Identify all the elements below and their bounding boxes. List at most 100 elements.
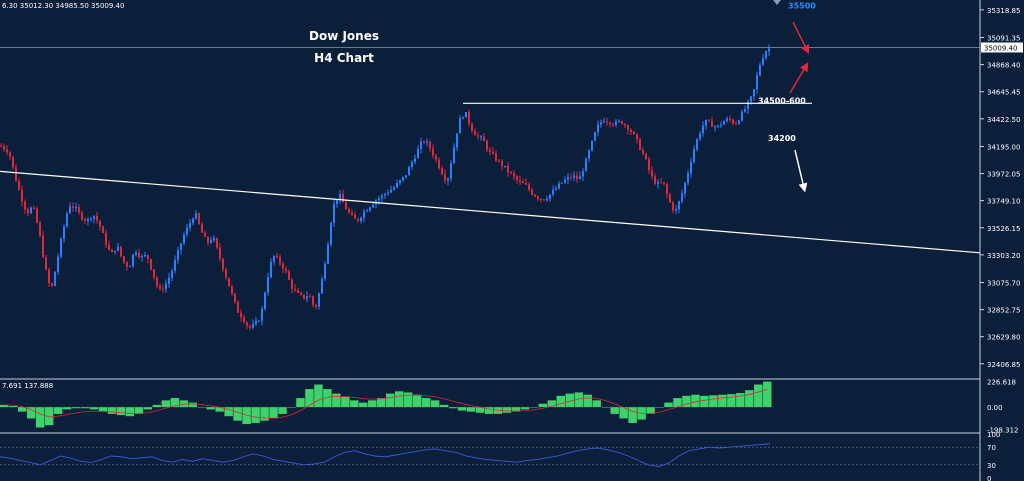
- candle-body: [735, 123, 737, 125]
- candle-body: [702, 125, 704, 134]
- candle-body: [429, 141, 431, 149]
- candle-body: [270, 261, 272, 278]
- histogram-bar: [736, 393, 745, 408]
- candle-body: [345, 202, 347, 210]
- rsi-y-tick-label: 30: [987, 462, 996, 470]
- histogram-bar: [475, 407, 485, 413]
- candle-body: [156, 277, 158, 286]
- candle-body: [381, 195, 383, 199]
- candle-body: [27, 209, 29, 214]
- candle-body: [615, 121, 617, 126]
- y-tick-label: 33749.10: [987, 198, 1020, 206]
- candle-body: [462, 117, 464, 119]
- candle-body: [588, 150, 590, 159]
- candle-body: [447, 178, 449, 181]
- histogram-bar: [44, 407, 54, 426]
- candle-body: [558, 183, 560, 189]
- candle-body: [696, 139, 698, 150]
- candle-body: [336, 200, 338, 204]
- candle-body: [288, 271, 290, 280]
- rsi-panel: 100 70 30 0: [0, 431, 1000, 481]
- candle-body: [708, 119, 710, 121]
- candle-body: [423, 141, 425, 143]
- candle-body: [75, 206, 77, 208]
- candle-body: [201, 223, 203, 233]
- candle-body: [654, 176, 656, 184]
- histogram-bar: [251, 407, 260, 423]
- candle-body: [432, 148, 434, 156]
- candle-body: [12, 156, 14, 168]
- histogram-bar: [430, 400, 440, 408]
- candle-body: [366, 210, 368, 212]
- histogram-bar: [152, 404, 162, 408]
- candle-body: [528, 184, 530, 190]
- candle-body: [219, 247, 221, 259]
- y-tick-label: 33303.20: [987, 252, 1020, 260]
- candle-body: [216, 238, 218, 248]
- histogram-bar: [592, 400, 601, 408]
- histogram-bar: [107, 407, 117, 414]
- candle-body: [768, 48, 770, 52]
- candle-body: [594, 132, 596, 141]
- candle-body: [624, 124, 626, 126]
- candle-body: [51, 283, 53, 286]
- chart-subtitle: H4 Chart: [314, 51, 374, 65]
- candle-body: [249, 325, 251, 328]
- candle-body: [456, 133, 458, 148]
- candle-body: [618, 121, 620, 123]
- down-arrow-white: [794, 149, 808, 193]
- candle-body: [666, 184, 668, 195]
- candle-body: [387, 192, 389, 194]
- candlestick-series: [0, 44, 770, 331]
- histogram-bar: [421, 398, 431, 408]
- signal-line: [4, 389, 768, 419]
- candle-body: [240, 312, 242, 318]
- candle-body: [474, 130, 476, 136]
- candle-body: [222, 258, 224, 270]
- candle-body: [441, 168, 443, 175]
- candle-body: [102, 226, 104, 234]
- histogram-bar: [242, 407, 251, 425]
- candle-body: [369, 207, 371, 211]
- histogram-bar: [520, 407, 530, 410]
- candle-body: [444, 174, 446, 181]
- candle-body: [699, 133, 701, 140]
- histogram-bar: [215, 407, 224, 412]
- rsi-y-tick-label: 70: [987, 444, 996, 452]
- candle-body: [513, 172, 515, 177]
- y-tick-label: 32629.80: [987, 334, 1020, 342]
- candle-body: [723, 121, 725, 125]
- candle-body: [246, 322, 248, 326]
- candle-body: [15, 167, 17, 181]
- candle-body: [378, 198, 380, 201]
- histogram-bar: [403, 392, 413, 408]
- y-tick-label: 33526.15: [987, 225, 1020, 233]
- candle-body: [384, 193, 386, 196]
- histogram-bar: [709, 395, 718, 408]
- candle-body: [162, 288, 164, 290]
- histogram-bar: [484, 407, 494, 414]
- main-price-axis-ticks: 35318.85 35091.35 34868.40 34645.45 34422.50…: [980, 7, 1020, 369]
- candle-body: [273, 255, 275, 262]
- y-tick-label: 34195.00: [987, 143, 1020, 151]
- candle-body: [639, 139, 641, 150]
- candle-body: [267, 277, 269, 293]
- histogram-bar: [377, 398, 386, 408]
- candle-body: [168, 277, 170, 284]
- candle-body: [198, 213, 200, 224]
- candle-body: [192, 218, 194, 224]
- candle-body: [294, 288, 296, 291]
- candle-body: [651, 170, 653, 177]
- candle-body: [729, 118, 731, 120]
- up-arrow-red: [789, 62, 809, 94]
- candle-body: [144, 254, 146, 257]
- candle-body: [300, 292, 302, 295]
- candle-body: [681, 193, 683, 202]
- candle-body: [525, 183, 527, 185]
- candle-body: [57, 256, 59, 272]
- candle-body: [108, 244, 110, 250]
- candle-body: [435, 155, 437, 160]
- candle-body: [642, 149, 644, 154]
- histogram-bar: [610, 407, 619, 414]
- histogram-bar: [448, 407, 458, 409]
